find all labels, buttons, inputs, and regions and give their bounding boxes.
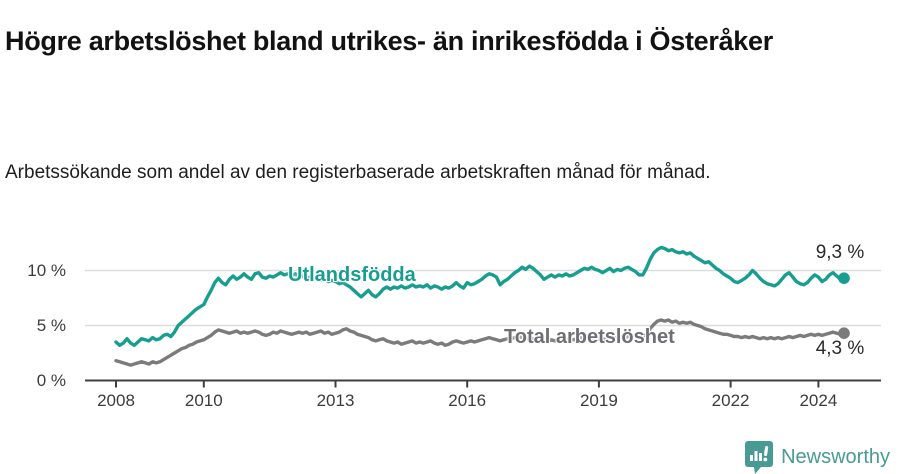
x-axis-tick-label: 2022 (711, 391, 750, 410)
chart-subtitle: Arbetssökande som andel av den registerb… (5, 162, 711, 183)
chart-title: Högre arbetslöshet bland utrikes- än inr… (5, 26, 773, 57)
x-axis-tick-label: 2024 (799, 391, 838, 410)
end-value-label-utlandsfodda: 9,3 % (815, 242, 865, 263)
x-axis-tick-label: 2008 (97, 391, 135, 410)
x-axis-tick-label: 2016 (448, 391, 487, 410)
newsworthy-logo: Newsworthy (744, 440, 890, 474)
x-axis-tick-label: 2019 (579, 391, 618, 410)
series-label-total-arbetsloshet: Total arbetslöshet (504, 326, 675, 348)
y-axis-tick-label: 10 % (27, 261, 66, 280)
x-axis-tick-label: 2013 (316, 391, 355, 410)
y-axis-tick-label: 5 % (36, 316, 66, 335)
series-label-utlandsfodda: Utlandsfödda (288, 264, 416, 286)
speech-bubble-bar-chart-icon (745, 441, 774, 474)
y-axis-tick-label: 0 % (36, 371, 66, 390)
x-axis-tick-label: 2010 (184, 391, 223, 410)
end-value-label-total: 4,3 % (815, 338, 865, 359)
newsworthy-wordmark: Newsworthy (781, 445, 890, 468)
